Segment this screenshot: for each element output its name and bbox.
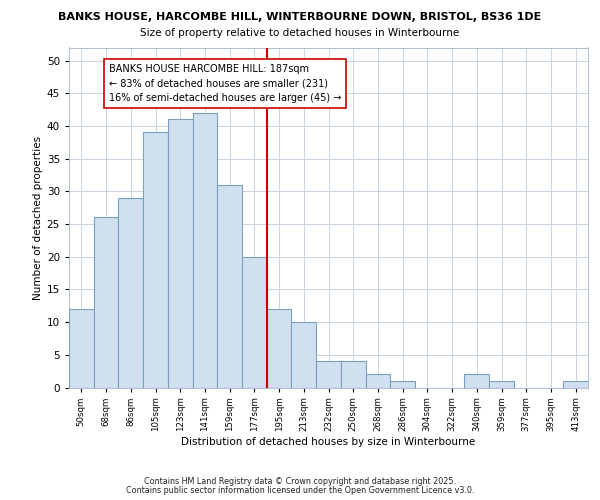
Text: BANKS HOUSE, HARCOMBE HILL, WINTERBOURNE DOWN, BRISTOL, BS36 1DE: BANKS HOUSE, HARCOMBE HILL, WINTERBOURNE… bbox=[58, 12, 542, 22]
Bar bbox=[563, 381, 588, 388]
X-axis label: Distribution of detached houses by size in Winterbourne: Distribution of detached houses by size … bbox=[181, 437, 476, 447]
Text: Size of property relative to detached houses in Winterbourne: Size of property relative to detached ho… bbox=[140, 28, 460, 38]
Bar bbox=[267, 309, 292, 388]
Bar bbox=[341, 362, 365, 388]
Bar bbox=[316, 362, 341, 388]
Text: Contains public sector information licensed under the Open Government Licence v3: Contains public sector information licen… bbox=[126, 486, 474, 495]
Bar bbox=[69, 309, 94, 388]
Bar bbox=[365, 374, 390, 388]
Y-axis label: Number of detached properties: Number of detached properties bbox=[32, 136, 43, 300]
Text: Contains HM Land Registry data © Crown copyright and database right 2025.: Contains HM Land Registry data © Crown c… bbox=[144, 477, 456, 486]
Bar bbox=[390, 381, 415, 388]
Bar bbox=[168, 120, 193, 388]
Bar bbox=[94, 218, 118, 388]
Bar bbox=[464, 374, 489, 388]
Bar bbox=[292, 322, 316, 388]
Bar bbox=[193, 113, 217, 388]
Text: BANKS HOUSE HARCOMBE HILL: 187sqm
← 83% of detached houses are smaller (231)
16%: BANKS HOUSE HARCOMBE HILL: 187sqm ← 83% … bbox=[109, 64, 341, 104]
Bar bbox=[217, 185, 242, 388]
Bar bbox=[242, 256, 267, 388]
Bar bbox=[489, 381, 514, 388]
Bar bbox=[118, 198, 143, 388]
Bar bbox=[143, 132, 168, 388]
